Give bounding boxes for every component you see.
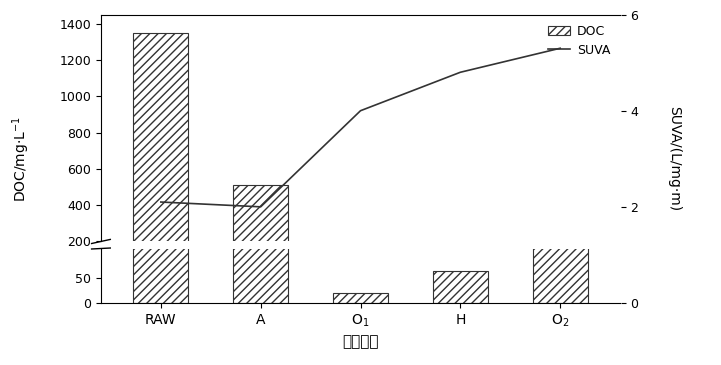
Bar bbox=[133, 0, 188, 303]
Text: DOC/mg·L$^{-1}$: DOC/mg·L$^{-1}$ bbox=[11, 116, 32, 202]
Bar bbox=[133, 33, 188, 278]
Text: SUVA/(L/mg·m): SUVA/(L/mg·m) bbox=[667, 106, 681, 211]
Legend: DOC, SUVA: DOC, SUVA bbox=[544, 21, 614, 61]
Bar bbox=[233, 185, 288, 278]
Bar bbox=[533, 239, 588, 303]
X-axis label: 处理工艺: 处理工艺 bbox=[342, 335, 379, 350]
Bar bbox=[433, 266, 488, 278]
Bar bbox=[333, 293, 388, 303]
Bar bbox=[433, 271, 488, 303]
Bar bbox=[533, 254, 588, 278]
Bar bbox=[333, 274, 388, 278]
Bar bbox=[233, 50, 288, 303]
